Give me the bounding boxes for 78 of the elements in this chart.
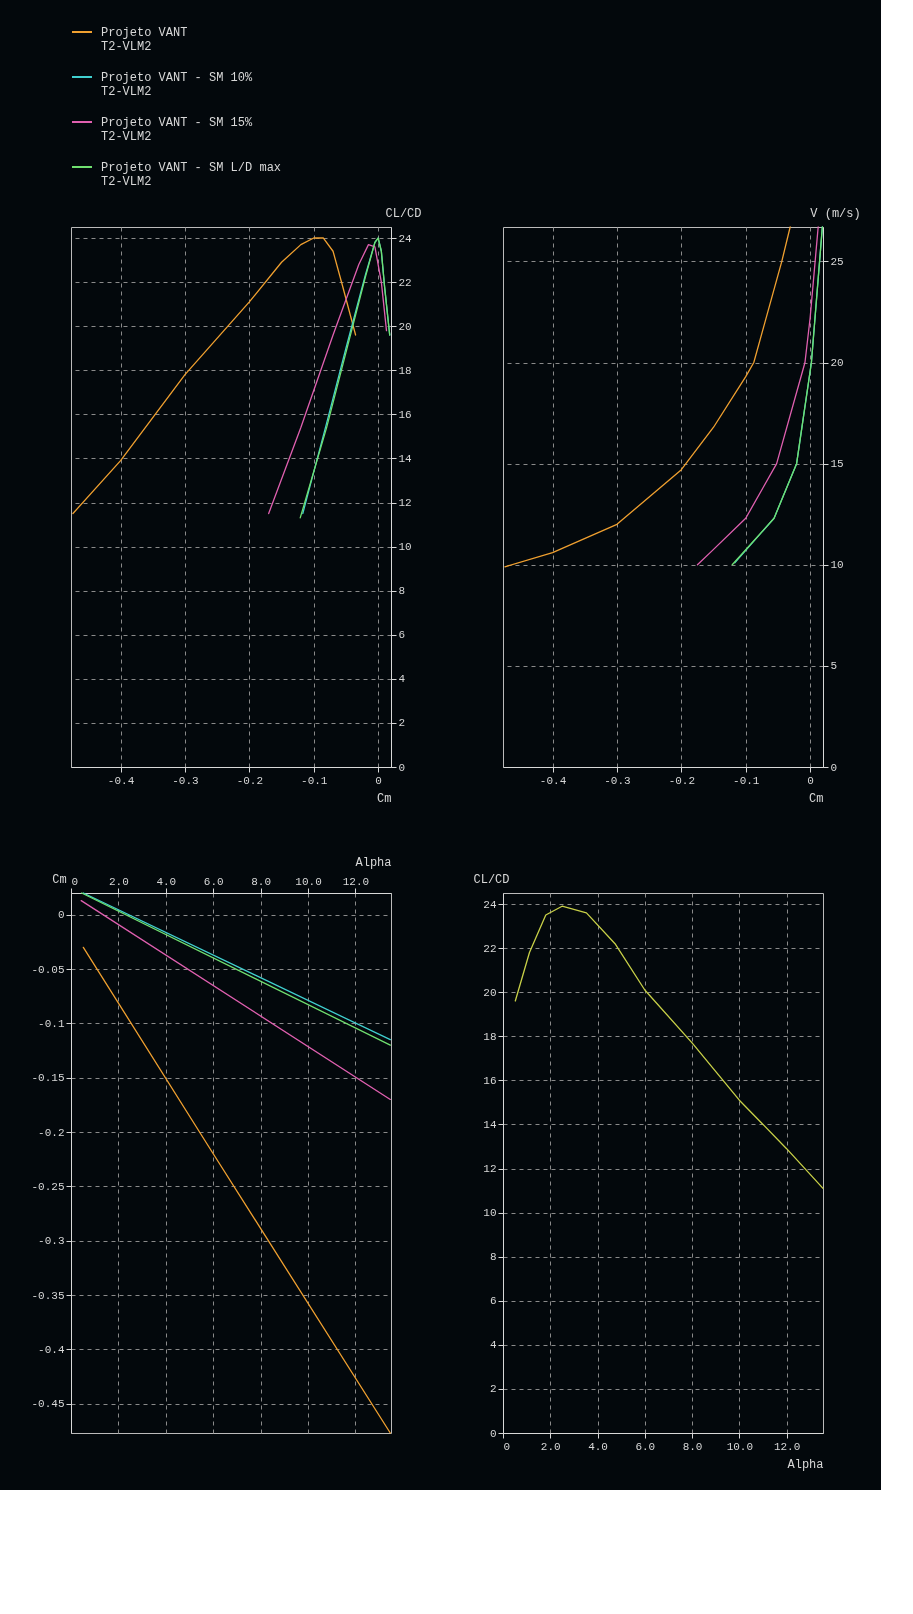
y-tick-label: 20 [830,357,844,370]
y-tick-label: 24 [398,232,413,245]
legend-label: Projeto VANT - SM 10% T2-VLM2 [101,71,254,99]
x-tick-label: -0.1 [301,774,328,787]
y-axis-title: CL/CD [473,872,510,887]
y-axis-title: Cm [52,872,67,887]
y-tick-label: 16 [483,1074,497,1087]
y-tick-label: -0.35 [31,1289,65,1302]
y-tick-label: -0.1 [38,1017,65,1030]
y-tick-label: 14 [398,452,413,465]
x-tick-label: 0 [807,774,814,787]
y-tick-label: 10 [830,559,844,572]
y-tick-label: -0.05 [31,963,65,976]
x-tick-label: 0 [71,875,79,888]
y-tick-label: 25 [830,255,844,268]
y-tick-label: -0.25 [31,1180,65,1193]
x-tick-label: 2.0 [540,1440,561,1453]
y-tick-label: 8 [489,1251,497,1264]
y-tick-label: 22 [483,942,497,955]
x-tick-label: 4.0 [156,875,177,888]
x-axis-title: Cm [377,791,392,806]
y-tick-label: 15 [830,458,844,471]
y-tick-label: 8 [398,585,406,598]
x-tick-label: -0.3 [604,774,631,787]
x-tick-label: 10.0 [295,875,322,888]
y-tick-label: 14 [483,1118,497,1131]
x-tick-label: -0.2 [668,774,696,787]
y-tick-label: 2 [398,717,406,730]
x-tick-label: -0.3 [172,774,199,787]
y-tick-label: 18 [483,1030,497,1043]
x-axis-title: Alpha [787,1457,824,1472]
y-tick-label: -0.15 [31,1072,65,1085]
x-tick-label: 12.0 [773,1440,801,1453]
y-tick-label: 24 [483,898,497,911]
y-tick-label: 16 [398,408,412,421]
y-tick-label: 0 [57,909,65,922]
x-axis-title: Alpha [355,855,392,870]
y-tick-label: 5 [830,660,838,673]
y-tick-label: 10 [398,541,412,554]
y-tick-label: 10 [483,1207,497,1220]
x-tick-label: 6.0 [203,875,224,888]
legend-label: Projeto VANT - SM 15% T2-VLM2 [101,116,254,144]
x-tick-label: 6.0 [635,1440,656,1453]
y-tick-label: 12 [398,497,412,510]
y-tick-label: -0.3 [38,1235,65,1248]
y-tick-label: 2 [489,1383,497,1396]
x-tick-label: 0 [375,774,382,787]
x-tick-label: -0.1 [733,774,760,787]
y-tick-label: -0.45 [31,1398,65,1411]
y-axis-title: CL/CD [385,206,422,221]
legend-label: Projeto VANT - SM L/D max T2-VLM2 [101,161,282,189]
y-tick-label: 6 [398,629,406,642]
y-tick-label: 12 [483,1163,497,1176]
y-tick-label: 6 [489,1295,497,1308]
x-tick-label: 8.0 [682,1440,703,1453]
y-tick-label: 0 [398,761,406,774]
x-tick-label: -0.4 [107,774,135,787]
y-tick-label: 20 [398,320,412,333]
x-tick-label: 8.0 [251,875,272,888]
x-tick-label: -0.2 [236,774,264,787]
legend-label: Projeto VANT T2-VLM2 [101,26,188,54]
x-axis-title: Cm [809,791,824,806]
x-tick-label: 4.0 [588,1440,608,1453]
y-axis-title: V (m/s) [810,206,861,221]
y-tick-label: 4 [489,1339,497,1352]
y-tick-label: 0 [830,761,838,774]
x-tick-label: 12.0 [342,875,370,888]
y-tick-label: 4 [398,673,406,686]
x-tick-label: 10.0 [726,1440,754,1453]
y-tick-label: 22 [398,276,412,289]
y-tick-label: 20 [483,986,497,999]
y-tick-label: -0.4 [38,1343,65,1356]
y-tick-label: -0.2 [38,1126,65,1139]
x-tick-label: -0.4 [539,774,567,787]
x-tick-label: 2.0 [109,875,129,888]
y-tick-label: 18 [398,364,412,377]
x-tick-label: 0 [503,1440,511,1453]
y-tick-label: 0 [489,1427,497,1440]
